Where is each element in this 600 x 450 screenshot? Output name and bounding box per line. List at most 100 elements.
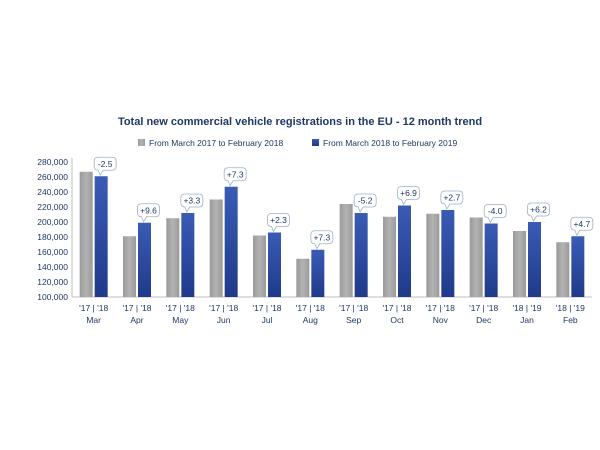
x-year-label: '17 | '18 <box>339 303 368 313</box>
callout-box <box>483 204 507 224</box>
x-year-label: '18 | '19 <box>556 303 585 313</box>
callout-box <box>137 203 160 223</box>
bar-prev-mar <box>79 171 93 297</box>
bar-curr-feb <box>571 236 585 297</box>
y-tick-label: 260,000 <box>37 172 68 182</box>
callout-box <box>397 186 420 206</box>
change-callout: +7.3 <box>310 230 334 250</box>
bar-prev-jan <box>513 231 526 297</box>
change-callout: +7.3 <box>223 167 247 187</box>
legend-label-2: From March 2018 to February 2019 <box>323 138 457 148</box>
callout-box <box>353 193 377 213</box>
x-month-label: Jul <box>262 315 273 325</box>
change-callout: +2.3 <box>267 213 290 233</box>
callout-box <box>180 193 204 213</box>
callout-box <box>267 213 290 233</box>
x-year-label: '17 | '18 <box>382 303 411 313</box>
x-year-label: '17 | '18 <box>209 303 238 313</box>
callout-label: +7.3 <box>313 232 330 242</box>
x-month-label: Aug <box>303 315 318 325</box>
y-tick-label: 100,000 <box>37 292 68 302</box>
change-callout: +9.6 <box>137 203 160 223</box>
callout-label: -2.5 <box>98 159 113 169</box>
bar-curr-may <box>181 213 195 297</box>
y-tick-label: 120,000 <box>37 277 68 287</box>
bar-curr-nov <box>441 210 455 297</box>
bar-curr-apr <box>138 222 151 297</box>
y-tick-label: 180,000 <box>37 232 68 242</box>
y-tick-label: 160,000 <box>37 247 68 257</box>
x-month-label: Oct <box>390 315 404 325</box>
x-month-label: Apr <box>130 315 143 325</box>
change-callout: +6.9 <box>397 186 420 206</box>
callout-box <box>93 156 117 177</box>
bar-prev-aug <box>296 258 310 297</box>
x-year-label: '17 | '18 <box>426 303 455 313</box>
bar-prev-oct <box>383 216 396 297</box>
x-year-label: '17 | '18 <box>79 303 108 313</box>
chart-title: Total new commercial vehicle registratio… <box>118 116 482 128</box>
bar-curr-jan <box>528 222 541 297</box>
change-callout: -5.2 <box>353 193 377 213</box>
bar-prev-nov <box>426 213 440 297</box>
x-year-label: '17 | '18 <box>469 303 498 313</box>
callout-label: +3.3 <box>183 196 200 206</box>
change-callout: +3.3 <box>180 193 204 213</box>
callout-label: +7.3 <box>227 169 244 179</box>
bar-curr-oct <box>398 205 411 297</box>
y-tick-label: 200,000 <box>37 217 68 227</box>
bar-prev-sep <box>339 204 353 297</box>
x-year-label: '17 | '18 <box>166 303 195 313</box>
bar-curr-jul <box>268 232 281 297</box>
callout-label: -4.0 <box>488 206 503 216</box>
x-month-label: Dec <box>476 315 492 325</box>
callout-box <box>527 202 550 222</box>
change-callout: +6.2 <box>527 202 550 222</box>
chart-bars <box>79 171 585 297</box>
legend-swatch-1 <box>138 139 145 146</box>
x-year-label: '18 | '19 <box>512 303 541 313</box>
y-tick-label: 280,000 <box>37 157 68 167</box>
change-callout: -2.5 <box>93 156 117 177</box>
x-month-label: Sep <box>346 315 361 325</box>
bar-prev-may <box>166 218 180 297</box>
callout-label: +6.2 <box>530 205 547 215</box>
callout-label: -5.2 <box>358 196 373 206</box>
x-year-label: '17 | '18 <box>122 303 151 313</box>
y-tick-label: 140,000 <box>37 262 68 272</box>
callout-box <box>570 216 594 237</box>
bar-curr-sep <box>354 213 368 297</box>
chart-callouts: -2.5 +9.6 +3.3 +7.3 +2.3 +7.3 -5.2 +6.9 +2.7 -4.0… <box>93 156 594 250</box>
x-month-label: Mar <box>86 315 101 325</box>
change-callout: -4.0 <box>483 204 507 224</box>
bar-curr-mar <box>94 176 108 297</box>
bar-prev-apr <box>123 236 136 297</box>
callout-box <box>310 230 334 250</box>
bar-curr-jun <box>224 186 238 297</box>
callout-box <box>223 167 247 187</box>
callout-label: +6.9 <box>400 188 417 198</box>
callout-label: +2.7 <box>443 193 460 203</box>
x-month-label: Jun <box>217 315 231 325</box>
bar-curr-aug <box>311 249 325 297</box>
x-month-label: Nov <box>433 315 449 325</box>
x-year-label: '17 | '18 <box>296 303 325 313</box>
change-callout: +2.7 <box>440 190 464 210</box>
y-tick-label: 240,000 <box>37 187 68 197</box>
change-callout: +4.7 <box>570 216 594 237</box>
x-month-label: May <box>172 315 189 325</box>
chart-axes: 100,000 120,000 140,000 160,000 180,000 200,0… <box>37 157 592 325</box>
bar-prev-jun <box>209 199 223 297</box>
bar-prev-dec <box>469 217 483 297</box>
x-year-label: '17 | '18 <box>252 303 281 313</box>
bar-prev-feb <box>556 242 570 297</box>
chart-legend: From March 2017 to February 2018 From Mar… <box>138 138 457 148</box>
callout-label: +2.3 <box>270 215 287 225</box>
y-tick-label: 220,000 <box>37 202 68 212</box>
x-month-label: Jan <box>520 315 534 325</box>
x-month-label: Feb <box>563 315 578 325</box>
bar-curr-dec <box>484 223 498 297</box>
callout-box <box>440 190 464 210</box>
